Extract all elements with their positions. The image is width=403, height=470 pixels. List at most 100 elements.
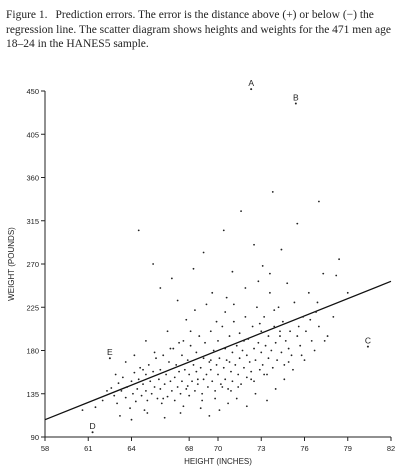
- data-point: [205, 303, 208, 306]
- labeled-point-marker: [250, 88, 253, 91]
- data-point: [346, 291, 349, 294]
- data-point: [146, 399, 149, 402]
- data-point: [178, 370, 180, 373]
- labeled-point-marker: [294, 102, 297, 105]
- data-point: [264, 344, 267, 347]
- data-point: [179, 412, 182, 414]
- data-point: [195, 370, 198, 373]
- data-point: [286, 282, 289, 285]
- data-point: [240, 210, 242, 213]
- data-point: [121, 376, 124, 379]
- data-point: [196, 378, 199, 381]
- data-point: [244, 287, 247, 289]
- data-point: [208, 361, 211, 363]
- data-point: [209, 368, 212, 371]
- data-point: [217, 339, 219, 342]
- data-point: [163, 416, 166, 419]
- data-point: [254, 359, 257, 362]
- data-point: [182, 405, 185, 408]
- regression-line: [44, 280, 392, 421]
- data-point: [201, 392, 204, 395]
- data-point: [276, 359, 279, 362]
- data-point: [283, 378, 286, 381]
- data-point: [170, 277, 173, 280]
- data-point: [215, 364, 218, 366]
- data-point: [302, 315, 304, 318]
- data-point: [228, 361, 231, 363]
- data-point: [225, 359, 228, 362]
- data-point: [142, 368, 144, 371]
- data-point: [243, 339, 245, 342]
- data-point: [140, 394, 143, 397]
- data-point: [313, 349, 316, 352]
- figure-label: Figure 1.: [6, 9, 48, 21]
- data-point: [175, 364, 178, 366]
- data-point: [124, 361, 127, 363]
- data-point: [146, 412, 149, 414]
- data-point: [139, 366, 142, 369]
- data-point: [257, 341, 260, 344]
- data-point: [263, 373, 266, 376]
- data-point: [241, 349, 244, 352]
- regression-line-group: [44, 280, 392, 421]
- data-point: [153, 351, 156, 354]
- data-point: [117, 382, 120, 385]
- data-point: [155, 357, 157, 360]
- data-point: [145, 339, 147, 342]
- data-point: [153, 386, 156, 388]
- x-tick-label: 79: [344, 444, 352, 453]
- data-point: [224, 311, 227, 313]
- data-point: [106, 389, 108, 392]
- data-point: [114, 373, 117, 376]
- data-point: [81, 409, 84, 411]
- data-point: [231, 380, 234, 383]
- data-point: [305, 330, 307, 333]
- data-point: [257, 280, 260, 283]
- data-point: [243, 366, 245, 369]
- data-point: [142, 383, 144, 386]
- data-point: [228, 335, 231, 337]
- data-point: [300, 354, 303, 357]
- data-point: [332, 315, 335, 318]
- data-point: [194, 389, 196, 392]
- data-point: [202, 378, 205, 381]
- data-point: [185, 318, 188, 321]
- data-point: [326, 335, 329, 337]
- y-tick-label: 270: [26, 260, 39, 269]
- data-point: [260, 351, 263, 354]
- data-point: [166, 330, 169, 333]
- data-point: [152, 370, 155, 373]
- data-point: [247, 338, 250, 340]
- data-point: [129, 407, 131, 410]
- data-point: [189, 344, 192, 347]
- data-point: [192, 364, 195, 366]
- data-point: [287, 347, 290, 350]
- data-point: [152, 263, 155, 265]
- data-point: [299, 344, 302, 347]
- data-point: [315, 311, 317, 313]
- y-tick-label: 405: [26, 130, 39, 139]
- data-point: [296, 222, 299, 225]
- data-point: [202, 251, 205, 254]
- data-point: [235, 397, 238, 400]
- data-point: [221, 325, 224, 328]
- data-point: [169, 380, 172, 383]
- data-point: [231, 270, 234, 273]
- y-tick-label: 315: [26, 217, 39, 226]
- data-point: [168, 361, 170, 363]
- data-point: [284, 339, 287, 342]
- data-point: [230, 370, 232, 373]
- data-point: [134, 400, 137, 403]
- data-point: [176, 386, 179, 388]
- data-point: [182, 339, 185, 342]
- x-axis-title: HEIGHT (INCHES): [184, 457, 252, 466]
- data-point: [196, 383, 199, 386]
- data-point: [227, 402, 229, 405]
- data-point: [137, 229, 140, 232]
- data-point: [116, 402, 118, 405]
- data-point: [173, 399, 176, 402]
- data-point: [163, 383, 166, 386]
- data-point: [290, 354, 293, 357]
- data-point: [244, 315, 247, 318]
